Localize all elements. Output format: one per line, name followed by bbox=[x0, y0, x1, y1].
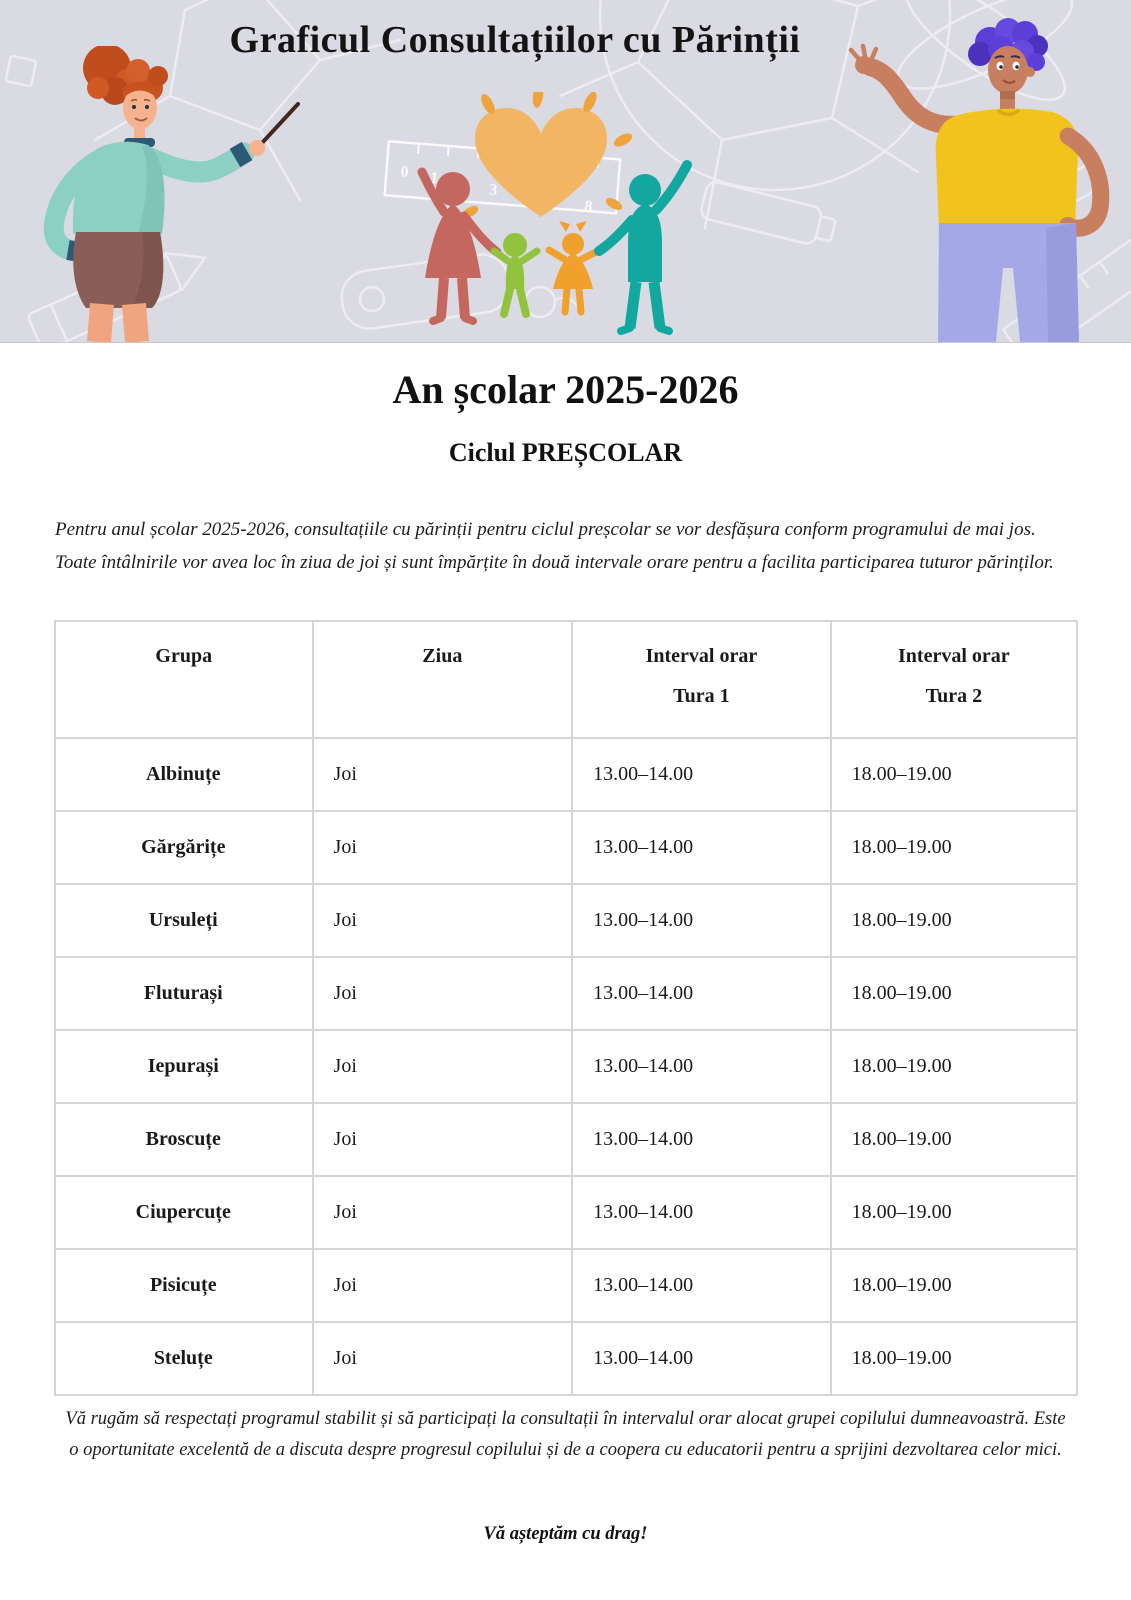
group-name-cell: Pisicuțe bbox=[54, 1248, 314, 1323]
shift1-time-cell: 13.00–14.00 bbox=[571, 1175, 832, 1250]
table-header-row: Grupa Ziua Interval orar Tura 1 Interval… bbox=[54, 620, 1079, 739]
father-figure-icon bbox=[594, 160, 692, 335]
header-line: Tura 1 bbox=[673, 685, 730, 707]
svg-text:8: 8 bbox=[584, 198, 593, 216]
day-cell: Joi bbox=[311, 1175, 574, 1250]
family-heart-illustration: 01 23 8 bbox=[383, 92, 692, 335]
table-row: Fluturași Joi 13.00–14.00 18.00–19.00 bbox=[54, 956, 1079, 1031]
schedule-table: Grupa Ziua Interval orar Tura 1 Interval… bbox=[54, 620, 1079, 1396]
table-row: Gărgărițe Joi 13.00–14.00 18.00–19.00 bbox=[54, 810, 1079, 885]
day-cell: Joi bbox=[311, 956, 574, 1031]
day-cell: Joi bbox=[311, 737, 574, 812]
shift1-time-cell: 13.00–14.00 bbox=[571, 883, 832, 958]
header-line: Tura 2 bbox=[925, 685, 983, 707]
header-line: Grupa bbox=[155, 645, 213, 667]
mother-figure-icon bbox=[417, 167, 502, 325]
shift1-time-cell: 13.00–14.00 bbox=[571, 1248, 832, 1323]
boy-figure-icon bbox=[490, 233, 541, 318]
shift1-time-cell: 13.00–14.00 bbox=[571, 1321, 832, 1396]
heart-icon bbox=[475, 108, 607, 217]
shift2-time-cell: 18.00–19.00 bbox=[829, 1321, 1079, 1396]
header-line: Ziua bbox=[422, 645, 463, 667]
hero-banner: Graficul Consultațiilor cu Părinții bbox=[0, 0, 1131, 343]
cycle-title: Ciclul PREȘCOLAR bbox=[448, 438, 683, 467]
waving-man-illustration bbox=[848, 18, 1110, 342]
teacher-hair bbox=[83, 46, 168, 105]
group-name-cell: Iepurași bbox=[54, 1029, 314, 1104]
girl-figure-icon bbox=[545, 221, 602, 316]
group-name-cell: Albinuțe bbox=[54, 737, 314, 812]
man-hair bbox=[968, 18, 1048, 71]
group-name-cell: Ciupercuțe bbox=[54, 1175, 314, 1250]
shift1-time-cell: 13.00–14.00 bbox=[571, 810, 832, 885]
shift2-time-cell: 18.00–19.00 bbox=[829, 1248, 1079, 1323]
shift2-time-cell: 18.00–19.00 bbox=[829, 883, 1079, 958]
shift2-time-cell: 18.00–19.00 bbox=[829, 1029, 1079, 1104]
table-row: Iepurași Joi 13.00–14.00 18.00–19.00 bbox=[54, 1029, 1079, 1104]
table-row: Pisicuțe Joi 13.00–14.00 18.00–19.00 bbox=[54, 1248, 1079, 1323]
footer-note: Vă rugăm să respectați programul stabili… bbox=[65, 1408, 1066, 1461]
column-header-shift1: Interval orar Tura 1 bbox=[571, 620, 832, 739]
shift2-time-cell: 18.00–19.00 bbox=[829, 1175, 1079, 1250]
header-line: Interval orar bbox=[898, 645, 1010, 667]
day-cell: Joi bbox=[311, 883, 574, 958]
shift1-time-cell: 13.00–14.00 bbox=[571, 1102, 832, 1177]
day-cell: Joi bbox=[311, 1321, 574, 1396]
shift2-time-cell: 18.00–19.00 bbox=[829, 956, 1079, 1031]
svg-text:3: 3 bbox=[489, 181, 498, 199]
svg-text:0: 0 bbox=[400, 163, 409, 181]
page-title: Graficul Consultațiilor cu Părinții bbox=[229, 19, 801, 61]
teacher-illustration bbox=[43, 46, 300, 342]
group-name-cell: Ursuleți bbox=[54, 883, 314, 958]
table-row: Ciupercuțe Joi 13.00–14.00 18.00–19.00 bbox=[54, 1175, 1079, 1250]
group-name-cell: Gărgărițe bbox=[54, 810, 314, 885]
column-header-group: Grupa bbox=[54, 620, 314, 739]
group-name-cell: Steluțe bbox=[54, 1321, 314, 1396]
year-title: An școlar 2025-2026 bbox=[392, 367, 739, 412]
header-line: Interval orar bbox=[645, 645, 758, 667]
day-cell: Joi bbox=[311, 810, 574, 885]
column-header-shift2: Interval orar Tura 2 bbox=[829, 620, 1079, 739]
shift1-time-cell: 13.00–14.00 bbox=[571, 956, 832, 1031]
group-name-cell: Broscuțe bbox=[54, 1102, 314, 1177]
column-header-day: Ziua bbox=[311, 620, 574, 739]
shift2-time-cell: 18.00–19.00 bbox=[829, 810, 1079, 885]
shift1-time-cell: 13.00–14.00 bbox=[571, 1029, 832, 1104]
shift2-time-cell: 18.00–19.00 bbox=[829, 737, 1079, 812]
day-cell: Joi bbox=[311, 1029, 574, 1104]
heart-rays-icon bbox=[461, 92, 633, 218]
table-row: Steluțe Joi 13.00–14.00 18.00–19.00 bbox=[54, 1321, 1079, 1396]
shift1-time-cell: 13.00–14.00 bbox=[571, 737, 832, 812]
group-name-cell: Fluturași bbox=[54, 956, 314, 1031]
day-cell: Joi bbox=[311, 1102, 574, 1177]
table-row: Albinuțe Joi 13.00–14.00 18.00–19.00 bbox=[54, 737, 1079, 812]
closing-note: Vă așteptăm cu drag! bbox=[483, 1523, 648, 1544]
shift2-time-cell: 18.00–19.00 bbox=[829, 1102, 1079, 1177]
svg-text:1: 1 bbox=[429, 170, 438, 188]
table-row: Broscuțe Joi 13.00–14.00 18.00–19.00 bbox=[54, 1102, 1079, 1177]
day-cell: Joi bbox=[311, 1248, 574, 1323]
schedule-table-body: Albinuțe Joi 13.00–14.00 18.00–19.00 Gărgări… bbox=[54, 737, 1079, 1396]
table-row: Ursuleți Joi 13.00–14.00 18.00–19.00 bbox=[54, 883, 1079, 958]
intro-paragraph: Pentru anul școlar 2025-2026, consultați… bbox=[55, 519, 1054, 573]
